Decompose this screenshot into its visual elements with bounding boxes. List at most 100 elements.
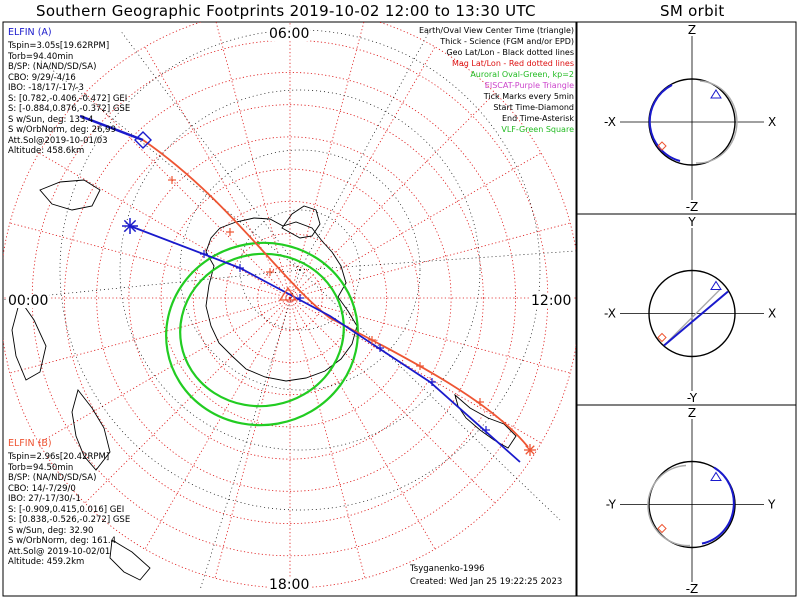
geo-lat-circle: [119, 89, 481, 451]
orbit-axis-label: Y: [687, 215, 696, 229]
mlt-spoke: [84, 92, 291, 299]
orbit-axis-label: -Y: [687, 391, 698, 405]
elfin-a-line: S: [0.782,-0.406,-0.472] GEI: [8, 93, 128, 104]
mag-lat-circle: [64, 72, 516, 524]
orbit-title: SM orbit: [660, 2, 725, 20]
mlt-spoke: [289, 22, 365, 299]
elfin-a-line: CBO: 9/29/-4/16: [8, 72, 76, 83]
mlt-spoke: [214, 297, 291, 579]
coastline: [281, 205, 321, 239]
elfin-a-line: IBO: -18/17/-17/-3: [8, 83, 84, 93]
orbit-axis-label: Y: [767, 498, 776, 512]
mlt-spoke: [289, 297, 496, 504]
elfin-b-line: S w/OrbNorm, deg: 161.4: [8, 536, 117, 546]
elfin-b-line: S w/Sun, deg: 32.90: [8, 525, 94, 536]
elfin-a-line: S w/OrbNorm, deg: 26.99: [8, 125, 117, 135]
elfin-a-line: S w/Sun, deg: 133.4: [8, 114, 94, 125]
auroral-oval-inner: [179, 252, 345, 408]
orbit-a-path: [648, 84, 681, 162]
mlt-spoke: [289, 46, 436, 299]
elfin-b-line: Torb=94.50min: [8, 462, 74, 473]
orbit-axis-label: -X: [604, 307, 616, 321]
orbit-view-triangle: [710, 471, 722, 481]
clock-label-left: 00:00: [7, 293, 50, 309]
clock-label-top: 06:00: [268, 26, 311, 42]
clock-label-right: 12:00: [530, 293, 573, 309]
orbit-axis-label: X: [768, 115, 776, 129]
mlt-spoke: [38, 297, 291, 444]
auroral-oval: [165, 241, 359, 427]
legend-entry: Auroral Oval-Green, kp=2: [470, 70, 574, 79]
mag-lat-circle: [96, 104, 484, 492]
elfin-b-name: ELFIN (B): [8, 438, 52, 449]
geo-lat-circle: [59, 29, 541, 511]
elfin-a-line: B/SP: (NA/ND/SD/SA): [8, 62, 97, 72]
elfin-b-line: S: [-0.909,0.415,0.016] GEI: [8, 504, 125, 515]
elfin-a-line: Tspin=3.05s[19.62RPM]: [8, 41, 110, 51]
mlt-spoke: [144, 46, 291, 299]
geo-lon-line: [299, 269, 561, 521]
coastline: [11, 298, 47, 381]
elfin-a-science-track: [79, 114, 144, 142]
legend-entry: VLF-Green Square: [501, 125, 574, 134]
elfin-b-line: IBO: 27/-17/30/-1: [8, 494, 81, 504]
orbit-panel-frame: [576, 404, 797, 597]
earth-circle: [648, 460, 736, 549]
legend-entry: Mag Lat/Lon - Red dotted lines: [451, 59, 574, 68]
elfin-a-name: ELFIN (A): [8, 27, 52, 38]
elfin-b-line: Tspin=2.96s[20.42RPM]: [8, 452, 110, 462]
created-label: Created: Wed Jan 25 19:22:25 2023: [410, 577, 563, 587]
legend-entry: Geo Lat/Lon - Black dotted lines: [446, 48, 574, 57]
mlt-spoke: [84, 297, 291, 504]
legend-entry: Start Time-Diamond: [493, 103, 574, 112]
mlt-spoke: [144, 297, 291, 550]
elfin-a-line: S: [-0.884,0.876,-0.372] GSE: [8, 104, 131, 114]
elfin-a-line: Torb=94.40min: [8, 51, 74, 62]
geo-lon-line: [299, 250, 576, 271]
orbit-b-path: [667, 289, 721, 342]
satellite-tracks: [79, 114, 536, 463]
chart-title: Southern Geographic Footprints 2019-10-0…: [36, 2, 536, 20]
legend: Earth/Oval View Center Time (triangle) Th…: [419, 27, 574, 137]
mlt-spoke: [215, 22, 291, 299]
mlt-spoke: [289, 297, 366, 579]
mlt-spoke: [38, 152, 291, 299]
orbit-start-diamond: [657, 523, 667, 534]
elfin-b-line: S: [0.838,-0.526,-0.272] GSE: [8, 515, 131, 525]
mag-lat-circle: [128, 136, 452, 460]
orbit-axis-label: Z: [688, 23, 696, 37]
start-diamond-marker: [134, 131, 152, 149]
elfin-b-line: Att.Sol@ 2019-10-02/01: [8, 546, 111, 557]
orbit-axis-label: -Z: [686, 200, 699, 214]
elfin-a-line: Altitude: 458.6km: [8, 146, 85, 156]
orbit-start-diamond: [657, 141, 667, 151]
elfin-a-line: Att.Sol@2019-10-01/03: [8, 135, 108, 146]
mlt-spoke: [289, 222, 571, 299]
orbit-a-path: [701, 466, 735, 545]
mlt-spoke: [289, 297, 436, 550]
auroral-oval-outer: [165, 241, 359, 427]
mlt-spoke: [289, 92, 496, 299]
earth-circle: [648, 269, 736, 358]
orbit-view-triangle: [710, 89, 722, 99]
legend-entry: EISCAT-Purple Triangle: [484, 81, 574, 90]
geo-lon-line: [299, 29, 431, 271]
end-asterisk-marker: [123, 219, 137, 233]
legend-entry: End Time-Asterisk: [501, 114, 574, 123]
elfin-a-info: Tspin=3.05s[19.62RPM] Torb=94.40min B/SP: …: [8, 42, 130, 158]
mlt-spoke: [289, 152, 542, 299]
mag-lat-circle: [192, 200, 388, 396]
clock-label-bottom: 18:00: [268, 577, 311, 593]
mlt-spoke: [9, 222, 291, 299]
orbit-axis-label: -Y: [606, 498, 617, 512]
map-frame: [2, 21, 577, 597]
orbit-a-path: [663, 290, 729, 347]
orbit-b-path: [695, 80, 738, 164]
mag-lat-circle: [225, 233, 355, 363]
orbit-start-diamond: [657, 332, 667, 343]
legend-entry: Tick Marks every 5min: [483, 92, 574, 101]
coastline: [109, 539, 151, 581]
